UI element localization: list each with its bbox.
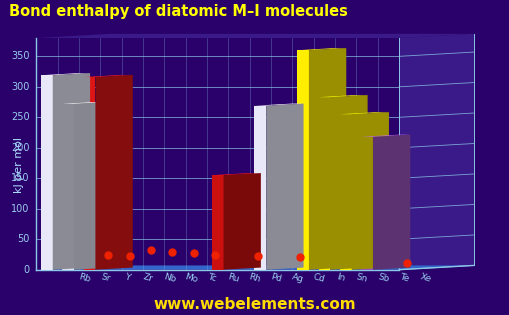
Polygon shape	[351, 112, 388, 270]
Polygon shape	[83, 77, 95, 270]
Polygon shape	[223, 173, 261, 270]
Polygon shape	[254, 106, 266, 270]
Text: Xe: Xe	[418, 272, 432, 284]
Polygon shape	[360, 137, 372, 270]
Polygon shape	[83, 75, 132, 77]
Polygon shape	[74, 102, 111, 270]
Polygon shape	[297, 50, 308, 270]
Text: Nb: Nb	[162, 272, 177, 284]
Polygon shape	[399, 34, 473, 270]
Polygon shape	[36, 266, 473, 270]
Text: Zr: Zr	[142, 272, 154, 284]
Text: In: In	[334, 272, 345, 283]
Polygon shape	[339, 114, 351, 270]
Text: Bond enthalpy of diatomic M–I molecules: Bond enthalpy of diatomic M–I molecules	[9, 4, 347, 19]
Text: Rb: Rb	[77, 272, 91, 284]
Text: Cd: Cd	[312, 272, 325, 284]
Polygon shape	[330, 95, 367, 270]
Polygon shape	[211, 175, 223, 270]
Polygon shape	[360, 135, 410, 137]
Polygon shape	[372, 135, 410, 270]
Polygon shape	[297, 48, 346, 50]
Text: Sb: Sb	[376, 272, 389, 284]
Polygon shape	[318, 97, 330, 270]
Text: 0: 0	[23, 265, 30, 275]
Polygon shape	[318, 95, 367, 97]
Text: 100: 100	[11, 204, 30, 214]
Text: 250: 250	[11, 112, 30, 122]
Polygon shape	[95, 75, 132, 270]
Polygon shape	[36, 34, 473, 38]
Text: 50: 50	[17, 234, 30, 244]
Text: 300: 300	[11, 82, 30, 92]
Text: Te: Te	[398, 272, 409, 284]
Polygon shape	[41, 73, 90, 75]
Text: Tc: Tc	[207, 272, 217, 284]
Text: Sn: Sn	[354, 272, 367, 284]
Polygon shape	[62, 104, 74, 270]
Polygon shape	[52, 73, 90, 270]
Polygon shape	[308, 48, 346, 270]
Text: 200: 200	[11, 143, 30, 153]
Text: Rh: Rh	[247, 272, 262, 284]
Text: www.webelements.com: www.webelements.com	[153, 297, 356, 312]
Polygon shape	[266, 104, 303, 270]
Text: 350: 350	[11, 51, 30, 61]
Text: kJ per mol: kJ per mol	[14, 137, 24, 193]
Text: Mo: Mo	[183, 272, 198, 284]
Polygon shape	[62, 102, 111, 104]
Text: Sr: Sr	[100, 272, 111, 284]
Polygon shape	[211, 173, 261, 175]
Text: Ag: Ag	[290, 272, 304, 284]
Text: 150: 150	[11, 173, 30, 183]
Text: Pd: Pd	[269, 272, 282, 284]
Polygon shape	[41, 75, 52, 270]
Text: Ru: Ru	[227, 272, 240, 284]
Polygon shape	[339, 112, 388, 114]
Text: Y: Y	[123, 272, 130, 283]
Polygon shape	[254, 104, 303, 106]
